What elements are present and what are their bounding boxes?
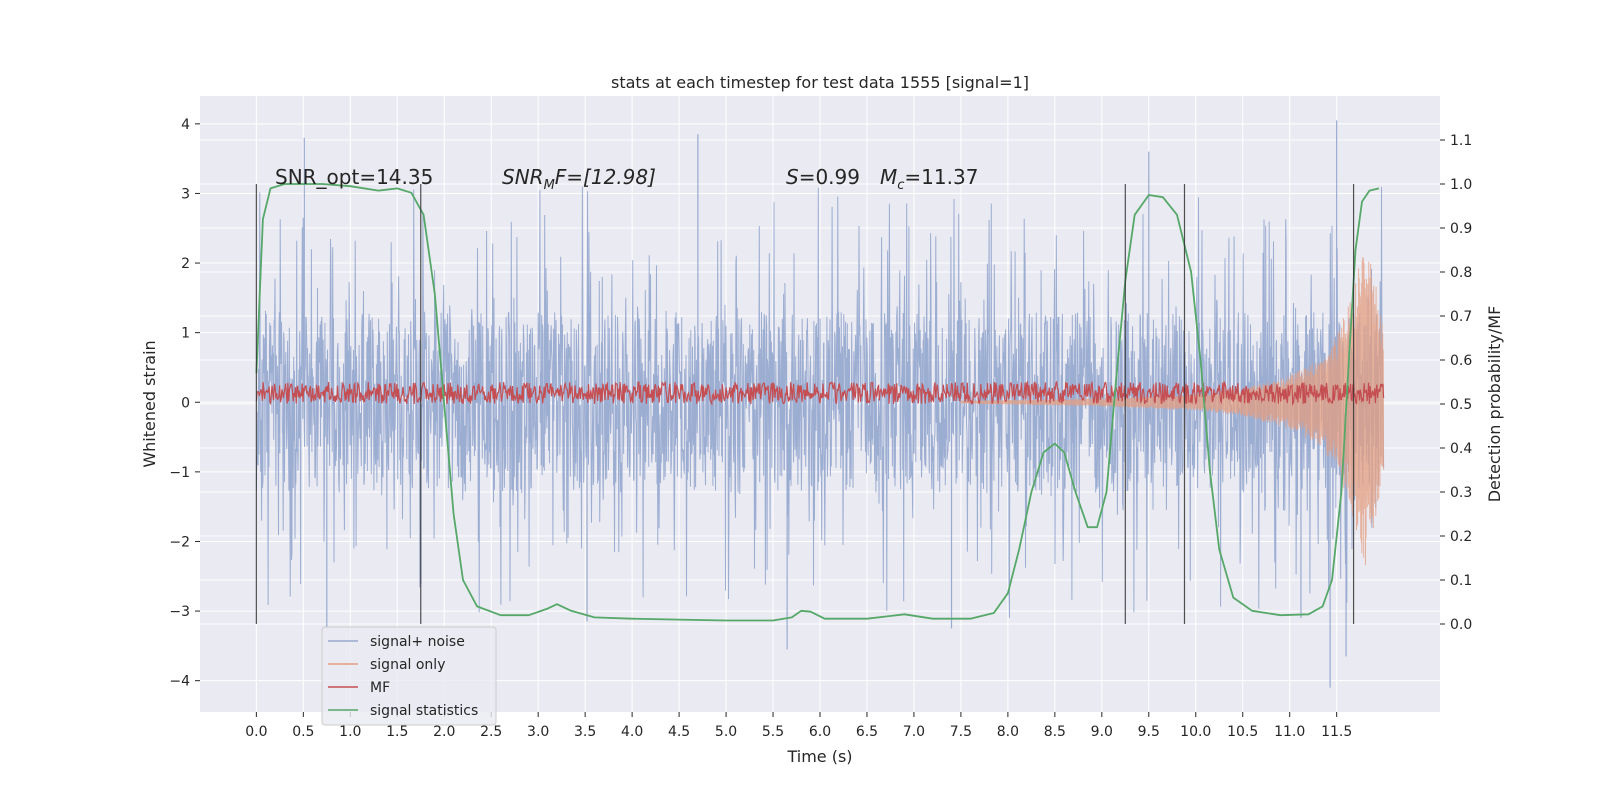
x-tick-label: 6.0 <box>809 724 831 740</box>
chart-title: stats at each timestep for test data 155… <box>611 73 1029 92</box>
y-tick-label: 1 <box>181 326 190 342</box>
x-tick-label: 7.5 <box>950 724 972 740</box>
legend-label-mf: MF <box>370 680 390 696</box>
y2-axis-ticks: 0.0 0.1 0.2 0.3 0.4 0.5 0.6 0.7 0.8 0.9 1.0 1.1 <box>1440 133 1472 633</box>
y2-axis-label: Detection probability/MF <box>1485 306 1504 503</box>
x-tick-label: 0.5 <box>292 724 314 740</box>
series-signal-statistics <box>255 183 1380 622</box>
legend-box <box>321 626 497 726</box>
snr-mf-subscript: M <box>544 178 555 193</box>
y2-tick-label: 0.3 <box>1450 485 1472 501</box>
y2-tick-label: 1.1 <box>1450 133 1472 149</box>
x-tick-label: 3.0 <box>527 724 549 740</box>
x-tick-label: 0.0 <box>245 724 267 740</box>
x-tick-label: 4.5 <box>668 724 690 740</box>
x-tick-label: 8.5 <box>1044 724 1066 740</box>
series-signal-only <box>960 257 1385 566</box>
y2-tick-label: 0.5 <box>1450 397 1472 413</box>
x-tick-label: 1.0 <box>339 724 361 740</box>
vertical-markers <box>255 184 1355 624</box>
x-tick-label: 5.0 <box>715 724 737 740</box>
x-axis-label: Time (s) <box>786 747 852 766</box>
x-axis-ticks: 0.0 0.5 1.0 1.5 2.0 2.5 3.0 3.5 4.0 4.5 5.0 5.5 6.0 6… <box>245 712 1352 740</box>
mc-value: =11.37 <box>904 165 978 189</box>
x-tick-label: 2.5 <box>480 724 502 740</box>
x-tick-label: 3.5 <box>574 724 596 740</box>
x-tick-label: 6.5 <box>856 724 878 740</box>
y2-tick-label: 0.6 <box>1450 353 1472 369</box>
y-tick-label: 0 <box>181 395 190 411</box>
s-value: =0.99 <box>799 165 860 189</box>
legend-label-signal-statistics: signal statistics <box>370 703 478 719</box>
x-tick-label: 2.0 <box>433 724 455 740</box>
x-tick-label: 11.0 <box>1274 724 1305 740</box>
series-mf <box>255 380 1385 407</box>
y2-tick-label: 1.0 <box>1450 177 1472 193</box>
y-tick-label: 3 <box>181 186 190 202</box>
legend-label-signal-only: signal only <box>370 657 445 673</box>
y2-tick-label: 0.7 <box>1450 309 1472 325</box>
y2-tick-label: 0.4 <box>1450 441 1472 457</box>
y-tick-label: −4 <box>169 674 190 690</box>
y2-tick-label: 0.2 <box>1450 529 1472 545</box>
y-axis-label: Whitened strain <box>140 340 159 467</box>
x-tick-label: 7.0 <box>903 724 925 740</box>
y-tick-label: 2 <box>181 256 190 272</box>
legend-label-signal-noise: signal+ noise <box>370 634 465 650</box>
y-tick-label: −3 <box>169 604 190 620</box>
x-tick-label: 4.0 <box>621 724 643 740</box>
annotation-snr-mf: SNRMF=[12.98] <box>502 165 656 193</box>
annotation-s: S=0.99 <box>786 165 860 189</box>
snr-mf-value: F=[12.98] <box>555 165 656 189</box>
snr-mf-name: SNR <box>502 165 544 189</box>
y-tick-label: −2 <box>169 534 190 550</box>
y-tick-label: 4 <box>181 117 190 133</box>
y2-tick-label: 0.0 <box>1450 617 1472 633</box>
mc-name: M <box>880 165 897 189</box>
s-name: S <box>786 165 799 189</box>
x-tick-label: 10.5 <box>1227 724 1258 740</box>
x-tick-label: 1.5 <box>386 724 408 740</box>
x-tick-label: 9.0 <box>1091 724 1113 740</box>
x-tick-label: 5.5 <box>762 724 784 740</box>
y2-tick-label: 0.1 <box>1450 573 1472 589</box>
x-tick-label: 10.0 <box>1180 724 1211 740</box>
legend: signal+ noise signal only MF signal stat… <box>321 626 497 726</box>
y2-tick-label: 0.8 <box>1450 265 1472 281</box>
y2-tick-label: 0.9 <box>1450 221 1472 237</box>
mc-subscript: c <box>897 178 904 193</box>
x-tick-label: 9.5 <box>1138 724 1160 740</box>
x-tick-label: 8.0 <box>997 724 1019 740</box>
annotation-snr-opt: SNR_opt=14.35 <box>275 165 433 189</box>
annotation-mc: Mc=11.37 <box>880 165 978 193</box>
series-layer <box>255 120 1385 688</box>
y-axis-ticks: −4 −3 −2 −1 0 1 2 3 4 <box>169 117 200 690</box>
y-tick-label: −1 <box>169 465 190 481</box>
x-tick-label: 11.5 <box>1321 724 1352 740</box>
